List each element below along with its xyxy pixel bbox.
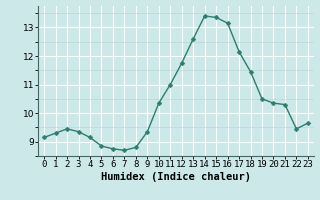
X-axis label: Humidex (Indice chaleur): Humidex (Indice chaleur) [101,172,251,182]
